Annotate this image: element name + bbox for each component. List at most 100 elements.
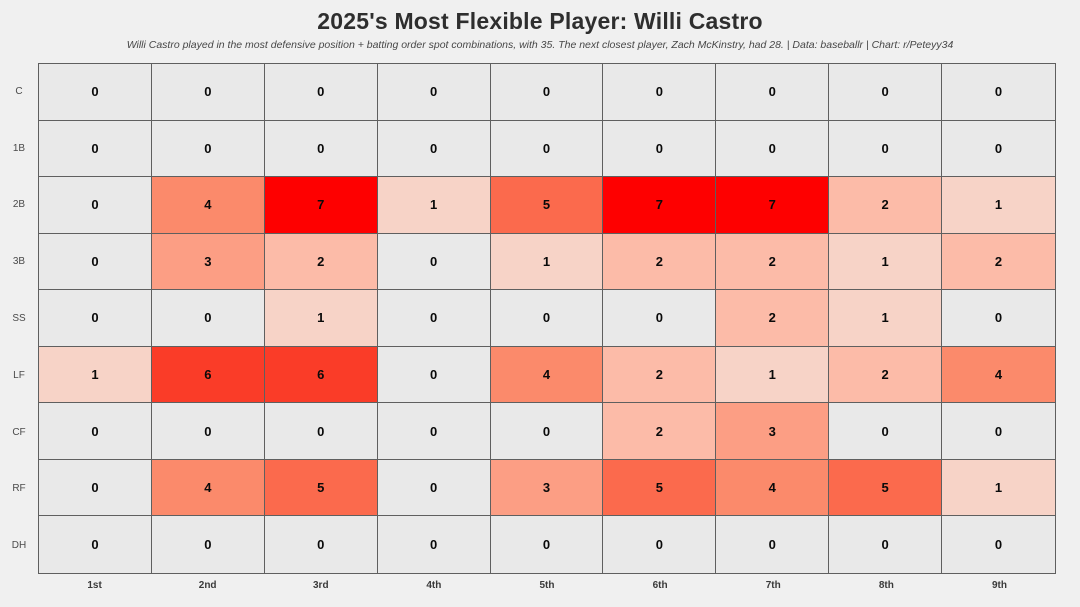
col-label-4th: 4th: [426, 580, 442, 591]
heatmap-cell-1b-6th: 0: [603, 120, 717, 178]
row-label-rf: RF: [12, 483, 26, 495]
heatmap-cell-ss-3rd: 1: [264, 290, 378, 347]
heatmap-cell-1b-2nd: 0: [151, 120, 265, 178]
row-label-cf: CF: [12, 426, 26, 438]
heatmap-cell-2b-5th: 5: [490, 177, 604, 234]
heatmap-cell-2b-9th: 1: [942, 177, 1055, 234]
heatmap-cell-lf-1st: 1: [39, 346, 152, 404]
heatmap-cell-ss-5th: 0: [490, 290, 604, 347]
heatmap-cell-ss-2nd: 0: [151, 290, 265, 347]
heatmap-cell-ss-6th: 0: [603, 290, 717, 347]
row-label-dh: DH: [11, 540, 27, 552]
heatmap-cell-rf-6th: 5: [603, 459, 717, 517]
heatmap-cell-rf-7th: 4: [716, 459, 830, 517]
col-label-8th: 8th: [878, 580, 894, 591]
heatmap-cell-dh-3rd: 0: [264, 516, 378, 573]
heatmap-cell-dh-6th: 0: [603, 516, 717, 573]
heatmap-cell-lf-5th: 4: [490, 346, 604, 404]
heatmap-cell-2b-7th: 7: [716, 177, 830, 234]
row-label-lf: LF: [13, 369, 25, 381]
heatmap-cell-2b-8th: 2: [829, 177, 943, 234]
heatmap-cell-lf-2nd: 6: [151, 346, 265, 404]
page-title: 2025's Most Flexible Player: Willi Castr…: [317, 8, 763, 34]
heatmap-cell-rf-3rd: 5: [264, 459, 378, 517]
heatmap-cell-c-8th: 0: [829, 64, 943, 121]
heatmap-cell-1b-4th: 0: [377, 120, 491, 178]
heatmap-cell-ss-1st: 0: [39, 290, 152, 347]
heatmap-cell-3b-2nd: 3: [151, 233, 265, 291]
heatmap-cell-rf-5th: 3: [490, 459, 604, 517]
heatmap-cell-dh-1st: 0: [39, 516, 152, 573]
heatmap-cell-cf-5th: 0: [490, 403, 604, 460]
heatmap-cell-ss-9th: 0: [942, 290, 1055, 347]
heatmap-cell-rf-2nd: 4: [151, 459, 265, 517]
heatmap-cell-lf-8th: 2: [829, 346, 943, 404]
heatmap-cell-3b-9th: 2: [942, 233, 1055, 291]
heatmap-cell-3b-8th: 1: [829, 233, 943, 291]
heatmap-cell-cf-2nd: 0: [151, 403, 265, 460]
heatmap-cell-2b-3rd: 7: [264, 177, 378, 234]
heatmap-cell-1b-5th: 0: [490, 120, 604, 178]
heatmap-cell-c-9th: 0: [942, 64, 1055, 121]
heatmap-cell-2b-1st: 0: [39, 177, 152, 234]
heatmap-cell-dh-7th: 0: [716, 516, 830, 573]
row-label-c: C: [15, 85, 23, 97]
heatmap-cell-1b-7th: 0: [716, 120, 830, 178]
heatmap-cell-3b-3rd: 2: [264, 233, 378, 291]
col-label-5th: 5th: [539, 580, 555, 591]
heatmap-cell-lf-3rd: 6: [264, 346, 378, 404]
heatmap-cell-c-2nd: 0: [151, 64, 265, 121]
col-label-7th: 7th: [765, 580, 781, 591]
heatmap-cell-dh-8th: 0: [829, 516, 943, 573]
heatmap-cell-c-4th: 0: [377, 64, 491, 121]
heatmap-cell-c-3rd: 0: [264, 64, 378, 121]
heatmap-cell-rf-9th: 1: [942, 459, 1055, 517]
row-label-2b: 2B: [12, 199, 26, 211]
heatmap-cell-cf-7th: 3: [716, 403, 830, 460]
heatmap-cell-3b-5th: 1: [490, 233, 604, 291]
heatmap-cell-dh-2nd: 0: [151, 516, 265, 573]
page-subtitle: Willi Castro played in the most defensiv…: [126, 39, 954, 51]
heatmap-cell-3b-1st: 0: [39, 233, 152, 291]
heatmap-cell-c-6th: 0: [603, 64, 717, 121]
heatmap-cell-ss-4th: 0: [377, 290, 491, 347]
heatmap-cell-lf-7th: 1: [716, 346, 830, 404]
row-label-3b: 3B: [12, 256, 26, 268]
row-label-1b: 1B: [12, 142, 26, 154]
heatmap-cell-rf-1st: 0: [39, 459, 152, 517]
heatmap-cell-cf-4th: 0: [377, 403, 491, 460]
x-axis-labels: 1st 2nd 3rd 4th 5th 6th 7th 8th 9th: [38, 580, 1056, 600]
heatmap-cell-2b-6th: 7: [603, 177, 717, 234]
heatmap-cell-cf-8th: 0: [829, 403, 943, 460]
heatmap-cell-2b-4th: 1: [377, 177, 491, 234]
heatmap-cell-1b-9th: 0: [942, 120, 1055, 178]
heatmap-cell-cf-3rd: 0: [264, 403, 378, 460]
heatmap-cell-cf-6th: 2: [603, 403, 717, 460]
heatmap-cell-ss-8th: 1: [829, 290, 943, 347]
heatmap-cell-1b-3rd: 0: [264, 120, 378, 178]
col-label-6th: 6th: [652, 580, 668, 591]
col-label-1st: 1st: [87, 580, 102, 591]
heatmap-cell-lf-4th: 0: [377, 346, 491, 404]
heatmap-cell-2b-2nd: 4: [151, 177, 265, 234]
heatmap-cell-3b-6th: 2: [603, 233, 717, 291]
heatmap-cell-dh-5th: 0: [490, 516, 604, 573]
row-label-ss: SS: [12, 312, 26, 324]
heatmap-cell-3b-7th: 2: [716, 233, 830, 291]
heatmap-cell-rf-8th: 5: [829, 459, 943, 517]
col-label-2nd: 2nd: [198, 580, 217, 591]
heatmap-cell-c-1st: 0: [39, 64, 152, 121]
heatmap-cell-1b-1st: 0: [39, 120, 152, 178]
heatmap-cell-cf-1st: 0: [39, 403, 152, 460]
heatmap-cell-cf-9th: 0: [942, 403, 1055, 460]
heatmap-cell-lf-9th: 4: [942, 346, 1055, 404]
heatmap-cell-rf-4th: 0: [377, 459, 491, 517]
heatmap-cell-ss-7th: 2: [716, 290, 830, 347]
y-axis-labels: C 1B 2B 3B SS LF CF RF DH: [0, 63, 38, 574]
heatmap-cell-c-7th: 0: [716, 64, 830, 121]
heatmap-cell-c-5th: 0: [490, 64, 604, 121]
heatmap-cell-dh-4th: 0: [377, 516, 491, 573]
heatmap-cell-dh-9th: 0: [942, 516, 1055, 573]
